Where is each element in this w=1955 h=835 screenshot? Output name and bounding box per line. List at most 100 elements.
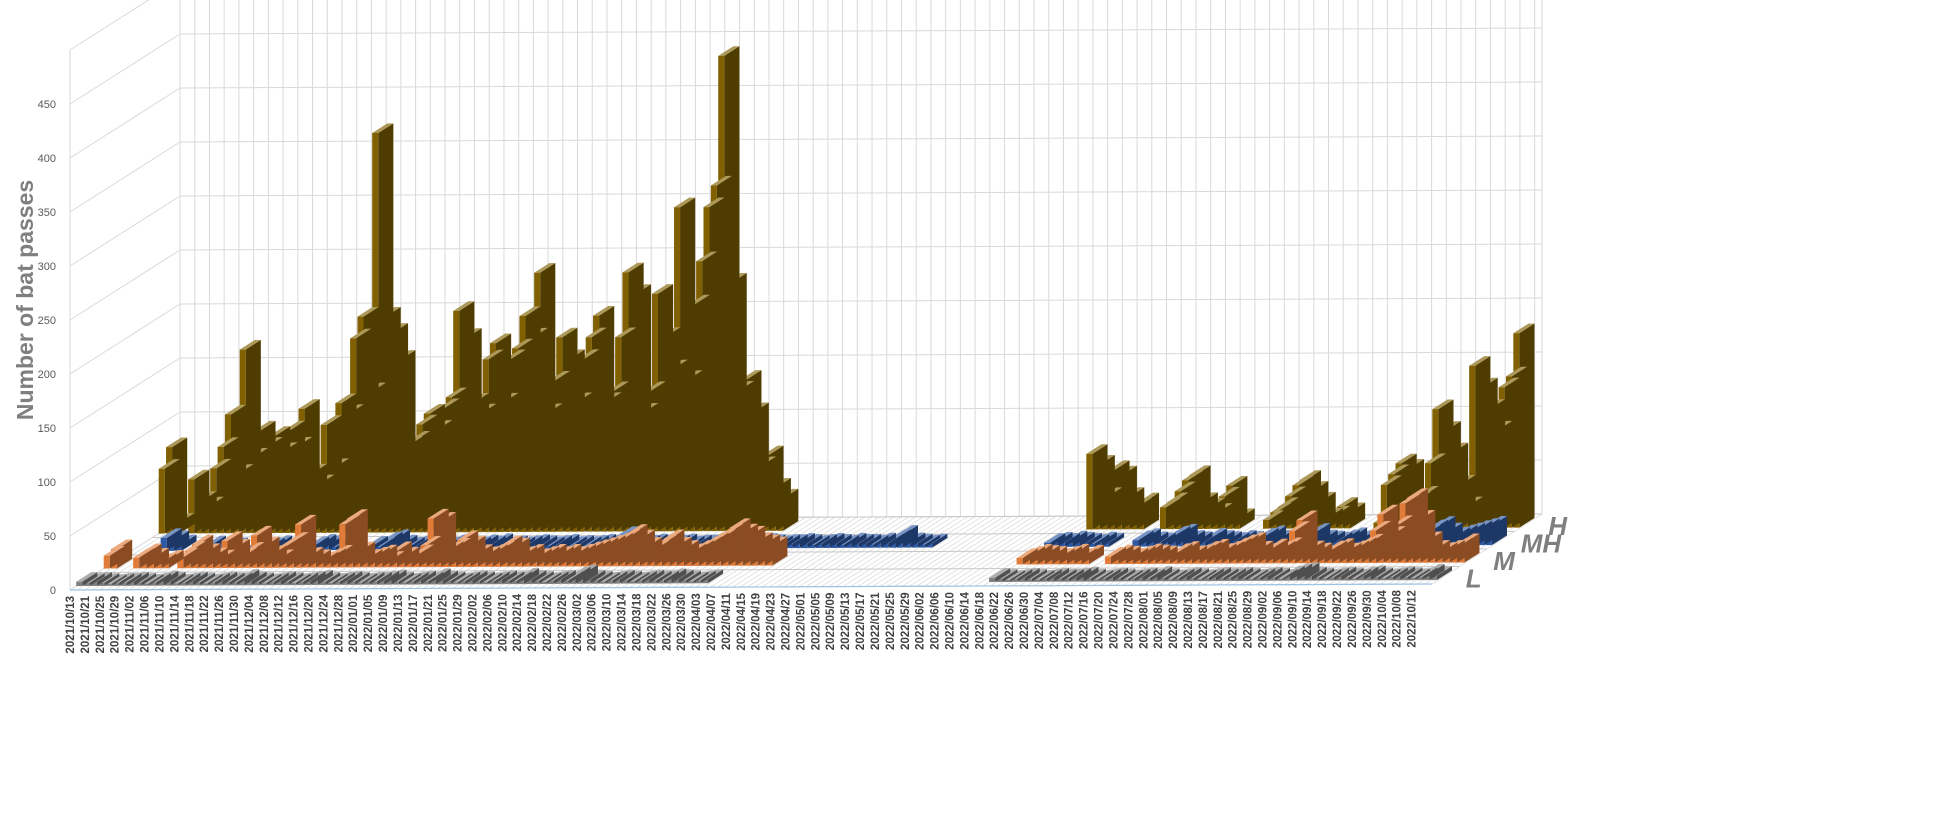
x-tick-label: 2022/08/05 — [1153, 591, 1165, 649]
bar-MH-4 — [160, 528, 182, 551]
x-tick-label: 2022/08/25 — [1228, 590, 1240, 648]
x-tick-label: 2022/08/01 — [1138, 591, 1150, 649]
x-tick-label: 2022/04/15 — [736, 592, 748, 650]
x-tick-label: 2021/11/02 — [125, 596, 137, 653]
side-wall-grid — [69, 0, 181, 591]
x-tick-label: 2021/11/26 — [214, 595, 226, 652]
x-tick-label: 2022/06/14 — [959, 591, 971, 649]
y-tick-label: 100 — [38, 477, 56, 489]
series-label-M: M — [1493, 546, 1516, 576]
x-tick-label: 2022/06/10 — [944, 592, 956, 650]
y-tick-label: 400 — [38, 153, 56, 165]
bar-H-126 — [1086, 444, 1108, 530]
x-tick-label: 2022/09/02 — [1258, 591, 1270, 649]
x-tick-label: 2022/07/04 — [1034, 591, 1046, 649]
x-tick-label: 2022/04/27 — [781, 593, 793, 651]
y-tick-label: 300 — [38, 261, 56, 273]
x-tick-label: 2022/04/19 — [751, 593, 763, 651]
x-tick-label: 2022/07/24 — [1108, 591, 1120, 649]
y-tick-label: 0 — [50, 585, 56, 597]
bar-H-150 — [1263, 510, 1285, 529]
x-tick-label: 2021/11/18 — [184, 595, 196, 653]
x-tick-label: 2022/01/25 — [438, 594, 450, 652]
bar-H-136 — [1159, 497, 1182, 530]
x-tick-label: 2022/09/30 — [1362, 590, 1374, 648]
x-tick-label: 2022/01/17 — [408, 594, 420, 652]
x-tick-label: 2022/02/26 — [557, 594, 569, 652]
bar-M-136 — [1104, 546, 1127, 565]
x-tick-label: 2021/11/06 — [140, 596, 152, 653]
x-tick-label: 2021/12/16 — [289, 595, 301, 653]
x-tick-label: 2022/08/13 — [1183, 591, 1195, 649]
x-tick-label: 2021/12/28 — [333, 594, 345, 652]
x-tick-label: 2022/05/17 — [855, 593, 867, 651]
x-tick-label: 2022/04/23 — [766, 593, 778, 651]
x-tick-label: 2022/02/02 — [467, 594, 479, 652]
x-tick-label: 2021/11/10 — [154, 596, 166, 653]
series-label-H: H — [1548, 511, 1568, 541]
x-tick-label: 2022/01/13 — [393, 595, 405, 653]
x-tick-label: 2022/07/08 — [1049, 591, 1061, 649]
x-tick-label: 2022/07/16 — [1079, 592, 1091, 650]
x-tick-label: 2021/12/20 — [304, 595, 316, 653]
x-tick-label: 2022/09/18 — [1317, 590, 1329, 648]
x-tick-label: 2021/11/14 — [169, 595, 181, 653]
x-tick-label: 2022/09/10 — [1287, 591, 1299, 649]
x-tick-label: 2022/03/06 — [587, 594, 599, 652]
x-tick-label: 2021/11/22 — [199, 595, 211, 652]
x-tick-label: 2022/04/07 — [706, 593, 718, 651]
x-tick-label: 2021/10/29 — [110, 596, 122, 654]
x-tick-label: 2022/02/14 — [512, 593, 524, 651]
x-tick-label: 2021/10/25 — [95, 595, 107, 653]
x-tick-label: 2022/01/09 — [378, 595, 390, 653]
x-axis-ticks: 2021/10/13 2021/10/21 2021/10/25 2021/10/29… — [65, 590, 1419, 654]
x-tick-label: 2022/02/18 — [527, 593, 539, 651]
x-tick-label: 2022/05/09 — [825, 593, 837, 651]
x-tick-label: 2021/12/04 — [244, 595, 256, 653]
x-tick-label: 2022/08/29 — [1243, 591, 1255, 649]
x-tick-label: 2022/09/06 — [1272, 591, 1284, 649]
series-label-MH: MH — [1521, 528, 1563, 558]
bar-M-124 — [1016, 548, 1038, 565]
x-tick-label: 2021/11/30 — [229, 595, 241, 652]
bar-L-0 — [76, 572, 98, 587]
x-tick-label: 2022/06/02 — [915, 592, 927, 650]
bar-L-124 — [989, 568, 1011, 583]
x-tick-label: 2022/08/09 — [1168, 591, 1180, 649]
x-tick-label: 2022/10/04 — [1377, 590, 1389, 648]
bars-layer — [76, 46, 1535, 587]
x-tick-label: 2022/03/14 — [617, 593, 629, 651]
bar-M-0 — [103, 545, 125, 569]
x-tick-label: 2022/06/26 — [1004, 592, 1016, 650]
x-tick-label: 2022/04/03 — [691, 593, 703, 651]
y-tick-label: 150 — [38, 423, 56, 435]
x-tick-label: 2021/12/24 — [318, 594, 330, 652]
y-tick-label: 50 — [44, 531, 56, 543]
x-tick-label: 2022/03/18 — [631, 593, 643, 651]
x-tick-label: 2022/03/30 — [676, 593, 688, 651]
bar-MH-136 — [1132, 530, 1154, 547]
x-tick-label: 2022/01/05 — [363, 594, 375, 652]
x-tick-label: 2022/09/26 — [1347, 590, 1359, 648]
x-tick-label: 2022/03/10 — [602, 594, 614, 652]
x-tick-label: 2022/06/06 — [930, 592, 942, 650]
x-tick-label: 2022/01/01 — [348, 594, 360, 652]
bar-H-0 — [158, 459, 180, 534]
x-tick-label: 2022/05/29 — [900, 592, 912, 650]
y-tick-label: 350 — [38, 207, 56, 219]
x-tick-label: 2022/09/14 — [1302, 590, 1314, 648]
x-tick-label: 2022/05/21 — [870, 592, 882, 650]
series-label-L: L — [1466, 563, 1482, 593]
x-tick-label: 2022/01/29 — [453, 594, 465, 652]
x-tick-label: 2022/05/13 — [840, 593, 852, 651]
x-tick-label: 2022/03/22 — [646, 593, 658, 651]
x-tick-label: 2022/03/02 — [572, 594, 584, 652]
x-tick-label: 2022/02/22 — [542, 594, 554, 652]
x-tick-label: 2022/02/10 — [497, 594, 509, 652]
x-tick-label: 2022/10/08 — [1392, 590, 1404, 648]
x-tick-label: 2021/12/12 — [274, 595, 286, 653]
y-axis-label: Number of bat passes — [12, 180, 38, 420]
